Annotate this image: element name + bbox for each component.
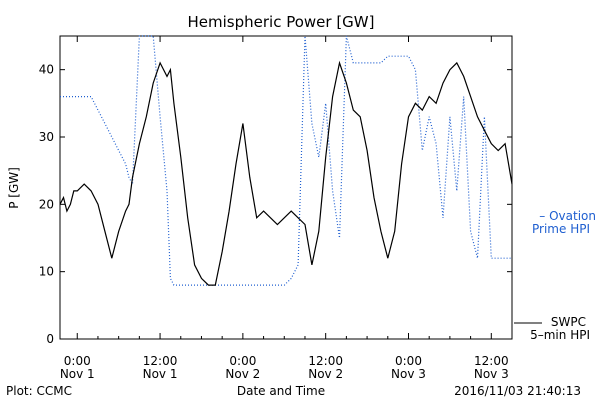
legend-swpc: SWPC 5–min HPI (514, 315, 590, 342)
x-tick-label-time: 0:00 (229, 354, 256, 368)
x-tick-label-time: 0:00 (64, 354, 91, 368)
x-tick-label-date: Nov 3 (391, 367, 426, 381)
y-tick-label: 40 (39, 63, 54, 77)
plot-timestamp: 2016/11/03 21:40:13 (454, 384, 581, 398)
y-tick-label: 30 (39, 130, 54, 144)
legend-swpc-line2: 5–min HPI (530, 328, 590, 342)
legend-ovation: – Ovation Prime HPI (532, 209, 596, 236)
series-layer (59, 35, 513, 286)
y-axis-label: P [GW] (7, 167, 21, 209)
swpc-hpi-series-line (59, 60, 513, 286)
x-tick-label-time: 12:00 (474, 354, 509, 368)
x-tick-label-date: Nov 2 (225, 367, 260, 381)
ovation-prime-series-line (60, 35, 512, 286)
y-tick-label: 10 (39, 265, 54, 279)
y-axis-ticks: 0 10 20 30 40 (39, 63, 512, 346)
x-tick-label-date: Nov 1 (60, 367, 95, 381)
legend-ovation-line2: Prime HPI (532, 222, 590, 236)
x-tick-label-time: 12:00 (143, 354, 178, 368)
y-tick-label: 20 (39, 197, 54, 211)
y-tick-label: 0 (46, 332, 54, 346)
x-tick-label-date: Nov 3 (474, 367, 509, 381)
x-tick-label-time: 12:00 (308, 354, 343, 368)
x-tick-label-date: Nov 2 (308, 367, 343, 381)
x-axis-label: Date and Time (237, 384, 325, 398)
plot-credit: Plot: CCMC (6, 384, 72, 398)
x-tick-label-time: 0:00 (395, 354, 422, 368)
x-tick-label-date: Nov 1 (143, 367, 178, 381)
legend-ovation-line1: – Ovation (539, 209, 596, 223)
legend-swpc-line1: SWPC (551, 315, 586, 329)
chart-title: Hemispheric Power [GW] (188, 13, 375, 31)
plot-frame (59, 35, 513, 340)
